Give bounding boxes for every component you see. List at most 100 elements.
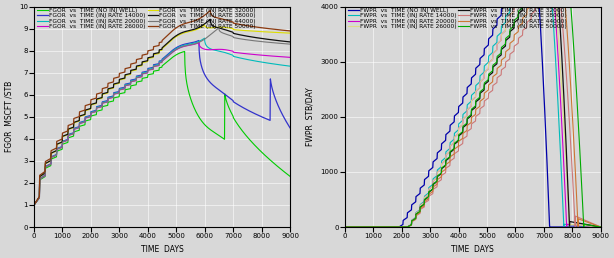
FWPR  vs  TIME (INJ RATE 44000) [523, 8, 530, 11]
FWPR  vs  TIME (INJ RATE 20000) [597, 225, 605, 229]
FGOR  vs  TIME (INJ RATE 32000) [139, 61, 147, 64]
Line: FGOR  vs  TIME (INJ RATE 26000): FGOR vs TIME (INJ RATE 26000) [34, 43, 290, 205]
FGOR  vs  TIME (INJ RATE 50000) [30, 204, 37, 207]
FGOR  vs  TIME (INJ RATE 44000) [215, 27, 222, 30]
FWPR  vs  TIME (INJ RATE 26000) [562, 160, 570, 164]
FWPR  vs  TIME (INJ RATE 14000) [597, 225, 605, 229]
FGOR  vs  TIME (INJ RATE 20000) [30, 204, 37, 207]
FGOR  vs  TIME (INJ RATE 14000) [139, 70, 147, 74]
FWPR  vs  TIME (INJ RATE 38000) [534, 3, 542, 6]
FGOR  vs  TIME (INJ RATE 20000) [139, 71, 147, 74]
Line: FWPR  vs  TIME (INJ RATE 14000): FWPR vs TIME (INJ RATE 14000) [345, 0, 601, 227]
FGOR  vs  TIME (INJ RATE 20000) [223, 52, 231, 55]
FGOR  vs  TIME (INJ RATE 26000) [286, 56, 293, 59]
FWPR  vs  TIME (INJ RATE 26000) [369, 225, 376, 229]
FWPR  vs  TIME (INJ RATE 44000) [341, 225, 349, 229]
FGOR  vs  TIME (INJ RATE 14000) [286, 126, 293, 130]
X-axis label: TIME  DAYS: TIME DAYS [141, 245, 184, 254]
FGOR  vs  TIME (INJ RATE 44000) [252, 39, 259, 43]
FWPR  vs  TIME (INJ RATE 38000) [408, 223, 415, 227]
FWPR  vs  TIME (INJ RATE 32000) [408, 223, 415, 226]
Legend: FGOR  vs  TIME (NO INJ WELL), FGOR  vs  TIME (INJ RATE 14000), FGOR  vs  TIME (I: FGOR vs TIME (NO INJ WELL), FGOR vs TIME… [37, 7, 257, 30]
FGOR  vs  TIME (NO INJ WELL) [223, 101, 231, 104]
FWPR  vs  TIME (INJ RATE 20000) [369, 225, 376, 229]
FWPR  vs  TIME (INJ RATE 38000) [597, 225, 605, 229]
FGOR  vs  TIME (NO INJ WELL) [286, 175, 293, 178]
FGOR  vs  TIME (INJ RATE 14000) [97, 104, 104, 107]
FWPR  vs  TIME (INJ RATE 44000) [562, 15, 570, 18]
Line: FGOR  vs  TIME (INJ RATE 38000): FGOR vs TIME (INJ RATE 38000) [34, 19, 290, 205]
FWPR  vs  TIME (INJ RATE 50000) [341, 225, 349, 229]
FWPR  vs  TIME (INJ RATE 26000) [341, 225, 349, 229]
FGOR  vs  TIME (INJ RATE 44000) [139, 72, 147, 75]
FGOR  vs  TIME (INJ RATE 32000) [223, 26, 231, 29]
FWPR  vs  TIME (INJ RATE 50000) [451, 147, 458, 150]
FGOR  vs  TIME (INJ RATE 38000) [252, 36, 259, 39]
FWPR  vs  TIME (INJ RATE 26000) [597, 225, 605, 229]
FGOR  vs  TIME (INJ RATE 32000) [97, 97, 104, 100]
FGOR  vs  TIME (INJ RATE 32000) [286, 31, 293, 35]
FWPR  vs  TIME (NO INJ WELL) [597, 225, 605, 229]
FGOR  vs  TIME (INJ RATE 38000) [213, 26, 220, 29]
FGOR  vs  TIME (INJ RATE 14000) [252, 112, 259, 115]
FGOR  vs  TIME (NO INJ WELL) [30, 204, 37, 207]
FWPR  vs  TIME (INJ RATE 32000) [597, 225, 605, 229]
FGOR  vs  TIME (INJ RATE 26000) [30, 204, 37, 207]
FWPR  vs  TIME (INJ RATE 44000) [451, 152, 458, 156]
FWPR  vs  TIME (INJ RATE 20000) [408, 223, 415, 226]
Line: FGOR  vs  TIME (INJ RATE 14000): FGOR vs TIME (INJ RATE 14000) [34, 41, 290, 205]
FWPR  vs  TIME (INJ RATE 14000) [408, 223, 415, 226]
Line: FWPR  vs  TIME (INJ RATE 26000): FWPR vs TIME (INJ RATE 26000) [345, 0, 601, 227]
FGOR  vs  TIME (INJ RATE 38000) [30, 204, 37, 207]
Line: FGOR  vs  TIME (NO INJ WELL): FGOR vs TIME (NO INJ WELL) [34, 52, 290, 205]
FWPR  vs  TIME (INJ RATE 26000) [451, 141, 458, 144]
FGOR  vs  TIME (INJ RATE 38000) [223, 29, 231, 32]
FWPR  vs  TIME (INJ RATE 38000) [369, 225, 376, 229]
FWPR  vs  TIME (INJ RATE 38000) [562, 70, 570, 73]
FWPR  vs  TIME (INJ RATE 32000) [451, 148, 458, 151]
FGOR  vs  TIME (INJ RATE 14000) [213, 86, 220, 90]
FGOR  vs  TIME (INJ RATE 32000) [213, 26, 220, 29]
FGOR  vs  TIME (INJ RATE 26000) [195, 41, 203, 44]
FGOR  vs  TIME (NO INJ WELL) [58, 148, 66, 151]
Line: FWPR  vs  TIME (INJ RATE 32000): FWPR vs TIME (INJ RATE 32000) [345, 0, 601, 227]
FWPR  vs  TIME (INJ RATE 38000) [451, 157, 458, 160]
FGOR  vs  TIME (INJ RATE 32000) [201, 23, 208, 27]
Line: FWPR  vs  TIME (INJ RATE 20000): FWPR vs TIME (INJ RATE 20000) [345, 0, 601, 227]
FGOR  vs  TIME (INJ RATE 20000) [286, 64, 293, 68]
Line: FWPR  vs  TIME (NO INJ WELL): FWPR vs TIME (NO INJ WELL) [345, 0, 601, 227]
FGOR  vs  TIME (INJ RATE 38000) [97, 96, 104, 100]
FGOR  vs  TIME (INJ RATE 38000) [286, 40, 293, 43]
FGOR  vs  TIME (INJ RATE 20000) [213, 49, 220, 52]
FWPR  vs  TIME (INJ RATE 20000) [451, 141, 458, 144]
Y-axis label: FGOR  MSCFT /STB: FGOR MSCFT /STB [4, 81, 13, 152]
FGOR  vs  TIME (INJ RATE 14000) [223, 94, 231, 98]
FGOR  vs  TIME (INJ RATE 26000) [139, 72, 147, 75]
FGOR  vs  TIME (INJ RATE 38000) [139, 60, 147, 63]
FGOR  vs  TIME (INJ RATE 20000) [97, 105, 104, 108]
FWPR  vs  TIME (INJ RATE 14000) [341, 225, 349, 229]
FWPR  vs  TIME (NO INJ WELL) [562, 225, 570, 229]
FGOR  vs  TIME (INJ RATE 44000) [58, 146, 66, 149]
FGOR  vs  TIME (INJ RATE 44000) [223, 33, 231, 36]
Line: FWPR  vs  TIME (INJ RATE 44000): FWPR vs TIME (INJ RATE 44000) [345, 0, 601, 227]
FWPR  vs  TIME (INJ RATE 14000) [451, 138, 458, 141]
FGOR  vs  TIME (INJ RATE 38000) [58, 141, 66, 144]
FGOR  vs  TIME (INJ RATE 20000) [58, 146, 66, 149]
FGOR  vs  TIME (INJ RATE 14000) [195, 39, 203, 42]
FGOR  vs  TIME (NO INJ WELL) [139, 77, 147, 80]
FGOR  vs  TIME (INJ RATE 50000) [206, 9, 214, 12]
Legend: FWPR  vs  TIME (NO INJ WELL), FWPR  vs  TIME (INJ RATE 14000), FWPR  vs  TIME (I: FWPR vs TIME (NO INJ WELL), FWPR vs TIME… [348, 7, 567, 30]
FWPR  vs  TIME (INJ RATE 50000) [369, 225, 376, 229]
FGOR  vs  TIME (INJ RATE 26000) [223, 49, 231, 52]
FGOR  vs  TIME (INJ RATE 50000) [252, 25, 259, 28]
FGOR  vs  TIME (NO INJ WELL) [252, 144, 259, 147]
FGOR  vs  TIME (INJ RATE 32000) [252, 30, 259, 33]
FWPR  vs  TIME (INJ RATE 44000) [597, 225, 605, 229]
Line: FWPR  vs  TIME (INJ RATE 38000): FWPR vs TIME (INJ RATE 38000) [345, 0, 601, 227]
X-axis label: TIME  DAYS: TIME DAYS [451, 245, 494, 254]
FWPR  vs  TIME (NO INJ WELL) [341, 225, 349, 229]
FGOR  vs  TIME (NO INJ WELL) [97, 109, 104, 112]
FWPR  vs  TIME (NO INJ WELL) [451, 120, 458, 123]
FGOR  vs  TIME (INJ RATE 44000) [30, 204, 37, 207]
